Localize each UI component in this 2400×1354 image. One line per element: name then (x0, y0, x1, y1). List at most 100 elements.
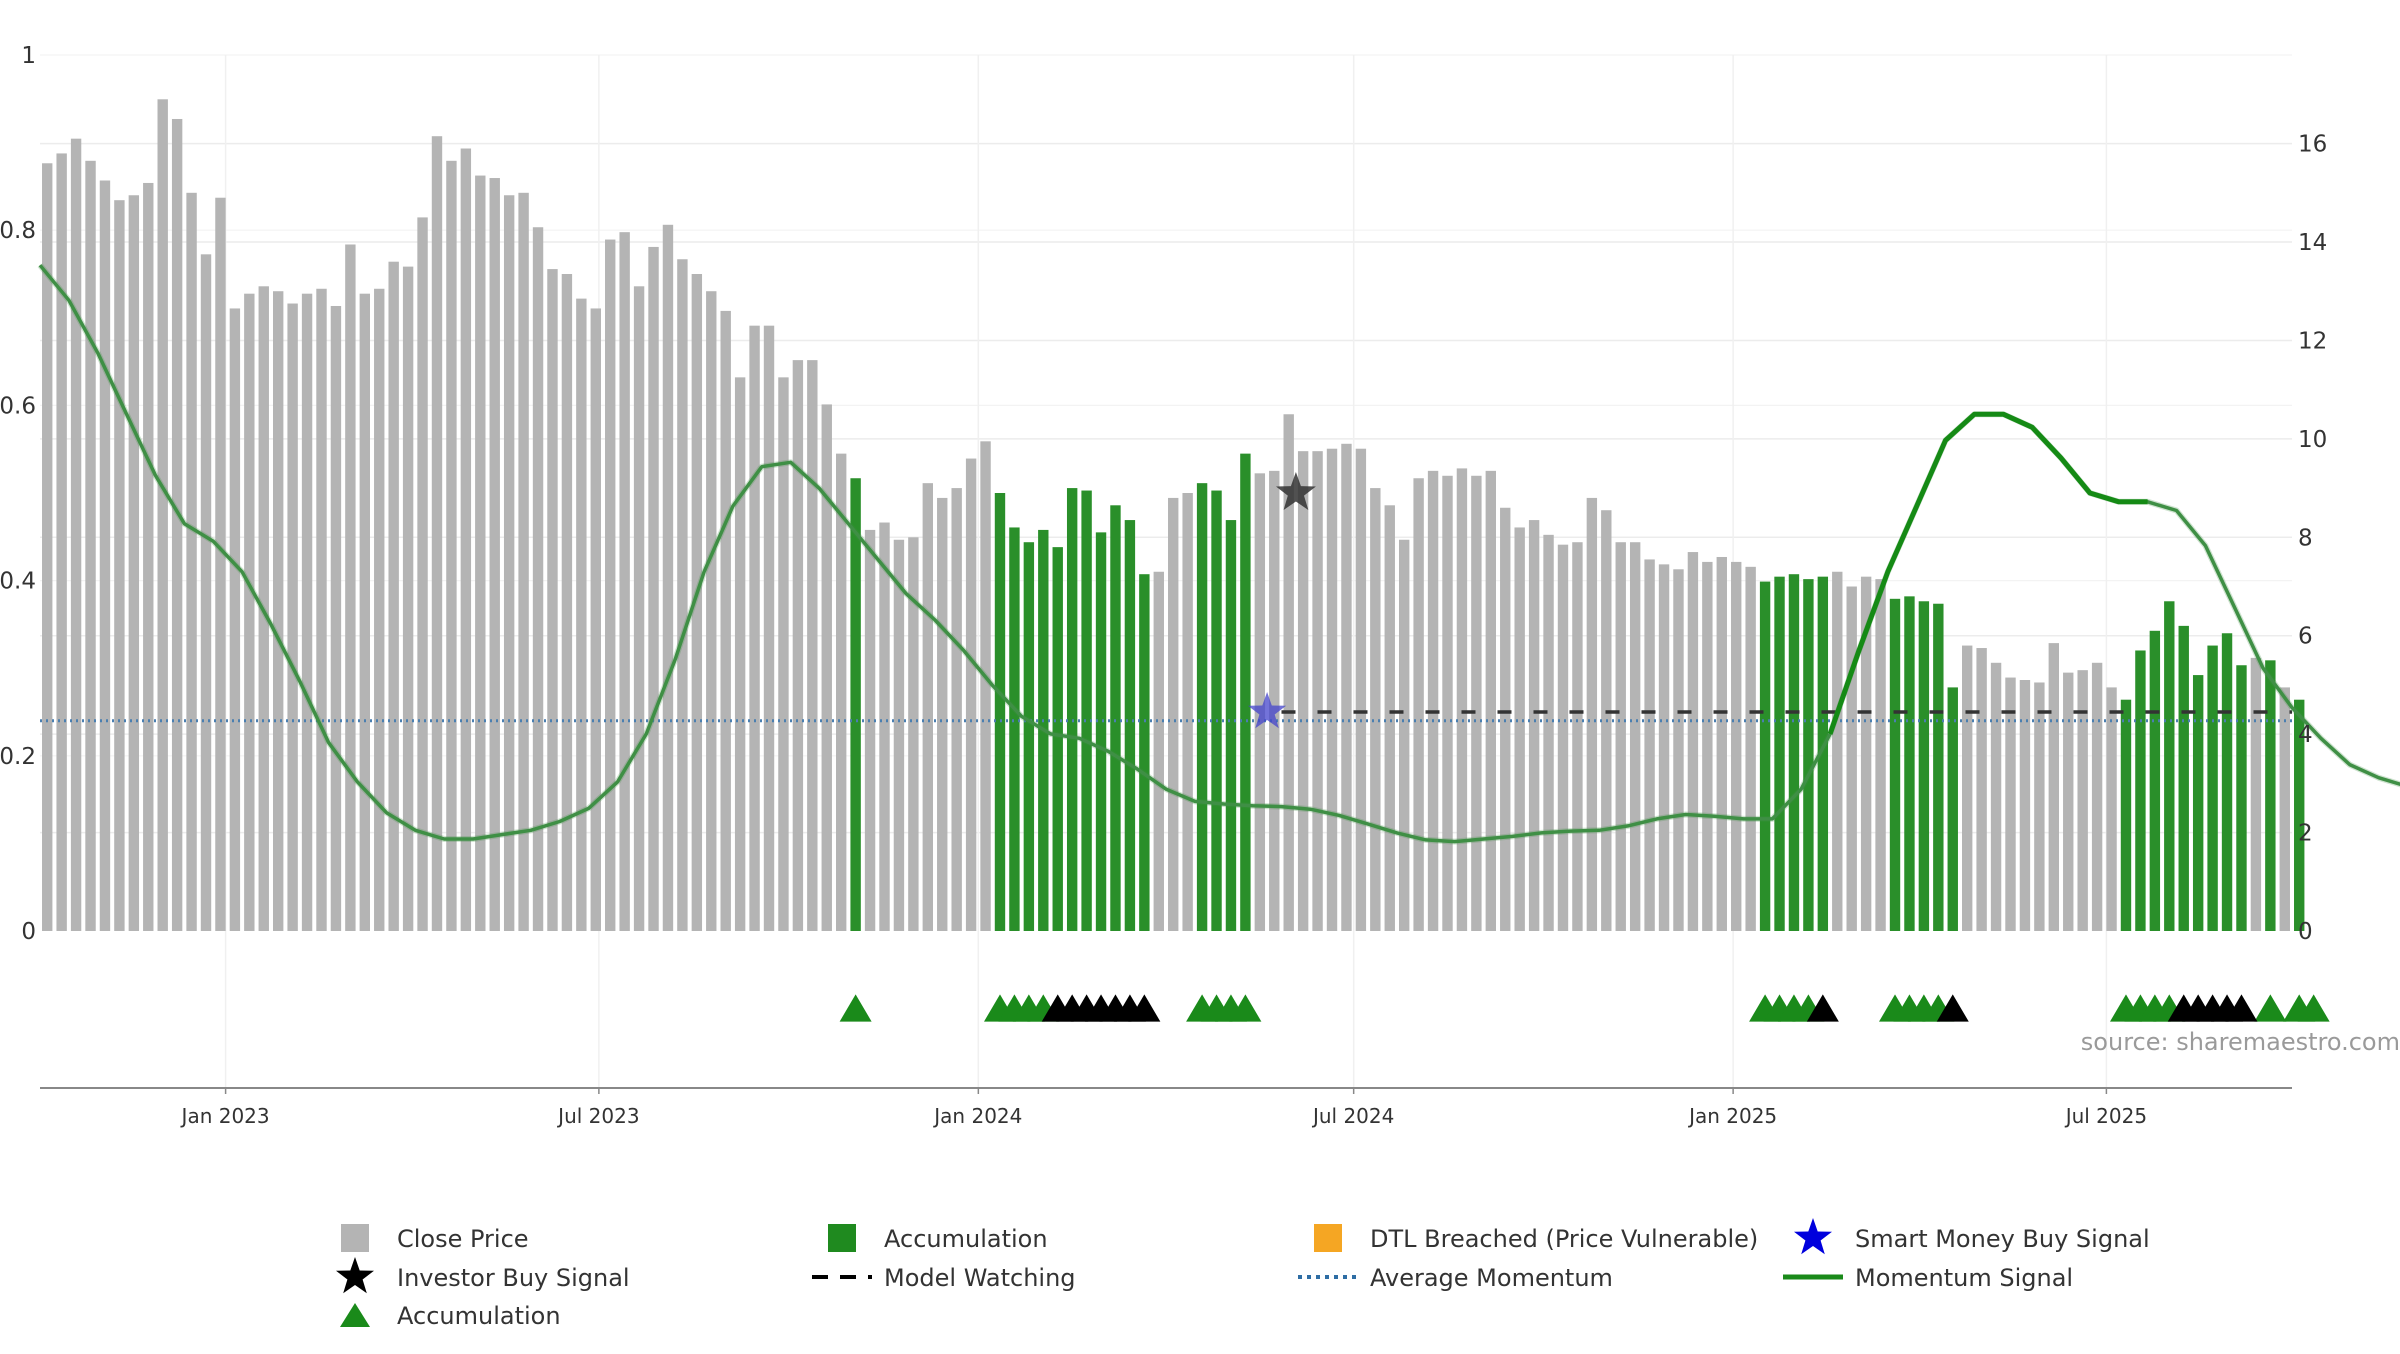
x-tick-label: Jan 2025 (1687, 1104, 1777, 1128)
close-price-bar (2091, 662, 2103, 931)
close-price-bar (980, 441, 991, 931)
accumulation-bar (1225, 520, 1237, 931)
y-left-tick-label: 0 (21, 919, 36, 945)
accumulation-bar (1889, 598, 1901, 931)
close-price-bar (2106, 687, 2117, 931)
close-price-bar (1384, 505, 1395, 931)
y-right-tick-label: 6 (2298, 624, 2313, 650)
close-price-bar (1471, 475, 1482, 931)
close-price-bar (1629, 542, 1641, 931)
close-price-bar (518, 192, 529, 932)
close-price-bar (402, 266, 414, 931)
y-axis-right-ticks: 0 2 4 6 8 10 12 14 16 (2298, 132, 2327, 945)
close-price-bar (532, 227, 544, 931)
close-price-bar (864, 529, 876, 931)
close-price-bar (1543, 534, 1554, 931)
signal-marker-row (839, 994, 2330, 1022)
close-price-bar (1427, 470, 1439, 931)
accumulation-bar (2135, 650, 2146, 931)
close-price-bar (576, 298, 587, 931)
momentum-signal-strong (1827, 411, 2148, 735)
accumulation-bar (1052, 547, 1063, 931)
close-price-bar (893, 539, 905, 931)
close-price-bars (42, 99, 2305, 932)
close-price-bar (171, 118, 183, 931)
close-price-bar (42, 163, 53, 932)
close-price-bar (1586, 497, 1598, 931)
close-price-bar (937, 497, 948, 931)
accumulation-triangle (2297, 994, 2330, 1022)
accumulation-triangle (2254, 994, 2287, 1022)
close-price-bar (590, 308, 601, 931)
close-price-bar (662, 224, 674, 932)
legend-label: Average Momentum (1370, 1264, 1613, 1292)
accumulation-bar (2221, 633, 2233, 931)
close-price-bar (2048, 643, 2060, 931)
legend-item: Investor Buy Signal (336, 1257, 630, 1294)
close-price-bar (200, 254, 212, 932)
accumulation-bar (1759, 581, 1771, 931)
y-right-tick-label: 2 (2298, 821, 2313, 847)
accumulation-bar (1947, 687, 1958, 931)
close-price-bar (691, 274, 703, 931)
y-right-tick-label: 14 (2298, 230, 2327, 256)
legend-swatch (828, 1224, 856, 1252)
close-price-bar (2063, 672, 2074, 931)
legend-label: Momentum Signal (1855, 1264, 2073, 1292)
legend-item: Average Momentum (1298, 1264, 1613, 1292)
close-price-bar (1182, 493, 1193, 931)
close-price-bar (1326, 448, 1338, 931)
close-price-bar (345, 244, 356, 931)
close-price-bar (1355, 448, 1367, 931)
close-price-bar (330, 305, 342, 931)
close-price-bar (1731, 561, 1742, 931)
close-price-bar (215, 197, 226, 931)
legend-label: Investor Buy Signal (397, 1264, 630, 1292)
y-left-tick-label: 1 (21, 43, 36, 69)
close-price-bar (835, 453, 847, 931)
legend-swatch (341, 1224, 369, 1252)
close-price-bar (922, 483, 934, 931)
accumulation-bar (2207, 645, 2218, 931)
close-price-bar (272, 291, 284, 931)
close-price-bar (229, 308, 241, 931)
accumulation-bar (1066, 488, 1078, 931)
y-left-tick-label: 0.4 (0, 569, 36, 595)
legend-star-icon (1794, 1218, 1832, 1255)
close-price-bar (720, 310, 731, 931)
x-axis-ticks: Jan 2023 Jul 2023 Jan 2024 Jul 2024 Jan 2025… (180, 1088, 2147, 1128)
close-price-bar (1615, 542, 1626, 931)
close-price-bar (359, 293, 371, 931)
legend-star-icon (336, 1257, 374, 1294)
close-price-bar (70, 138, 82, 932)
close-price-bar (2034, 682, 2045, 931)
close-price-bar (1557, 544, 1569, 931)
investor-buy-star (1276, 472, 1316, 510)
close-price-bar (908, 537, 919, 931)
accumulation-bar (1211, 490, 1222, 931)
accumulation-bar (2178, 625, 2189, 931)
legend-item: DTL Breached (Price Vulnerable) (1314, 1224, 1758, 1253)
close-price-bar (157, 99, 168, 932)
close-price-bar (1644, 559, 1655, 931)
close-price-bar (1745, 566, 1756, 931)
close-price-bar (1254, 473, 1266, 931)
close-price-bar (186, 192, 197, 932)
momentum-signal-line (37, 263, 2400, 845)
close-price-bar (706, 291, 717, 931)
close-price-bar (2019, 680, 2031, 931)
y-right-tick-label: 4 (2298, 722, 2313, 748)
close-price-bar (1370, 488, 1381, 931)
accumulation-bar (1817, 576, 1829, 931)
close-price-bar (1716, 556, 1727, 931)
close-price-bar (1846, 586, 1857, 931)
close-price-bar (1572, 542, 1583, 931)
accumulation-bar (2265, 660, 2276, 931)
accumulation-bar (994, 493, 1006, 931)
legend-item: Close Price (341, 1224, 529, 1253)
x-tick-label: Jul 2025 (2064, 1104, 2147, 1128)
momentum-signal (38, 264, 2400, 844)
close-price-bar (734, 377, 746, 931)
x-tick-label: Jul 2024 (1311, 1104, 1394, 1128)
